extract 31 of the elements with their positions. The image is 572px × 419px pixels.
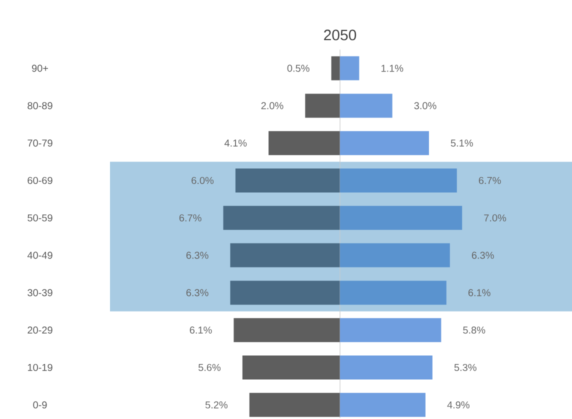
- data-label: 7.0%: [484, 214, 506, 222]
- data-label: 1.1%: [381, 64, 404, 72]
- data-label: 3.0%: [414, 102, 436, 110]
- data-label: 5.8%: [463, 326, 486, 334]
- y-tick-label: 40-49: [27, 252, 52, 259]
- data-label: 6.3%: [186, 289, 208, 296]
- data-label: 6.3%: [186, 252, 208, 259]
- data-label: 5.6%: [198, 364, 221, 372]
- data-label: 6.1%: [190, 326, 212, 334]
- y-tick-label: 80-89: [28, 102, 52, 110]
- y-tick-label: 70-79: [28, 140, 52, 147]
- y-tick-label: 60-69: [28, 176, 52, 184]
- data-label: 4.9%: [447, 401, 470, 408]
- y-tick-label: 10-19: [28, 364, 52, 372]
- data-label: 6.0%: [192, 176, 214, 184]
- chart-title: 2050: [324, 30, 356, 40]
- y-tick-label: 20-29: [28, 326, 52, 334]
- data-label: 6.7%: [179, 214, 202, 222]
- data-label: 6.3%: [472, 252, 494, 259]
- y-tick-label: 50-59: [28, 214, 52, 222]
- y-tick-label: 0-9: [33, 401, 47, 408]
- data-label: 5.1%: [450, 140, 473, 147]
- y-tick-label: 30-39: [28, 289, 52, 296]
- data-label: 4.1%: [224, 140, 247, 147]
- data-label: 5.2%: [205, 401, 228, 408]
- data-label: 6.7%: [478, 176, 501, 184]
- data-label: 2.0%: [261, 102, 284, 110]
- data-label: 0.5%: [287, 64, 310, 72]
- data-label: 5.3%: [454, 364, 476, 372]
- y-tick-label: 90+: [32, 64, 48, 72]
- data-label: 6.1%: [468, 289, 490, 296]
